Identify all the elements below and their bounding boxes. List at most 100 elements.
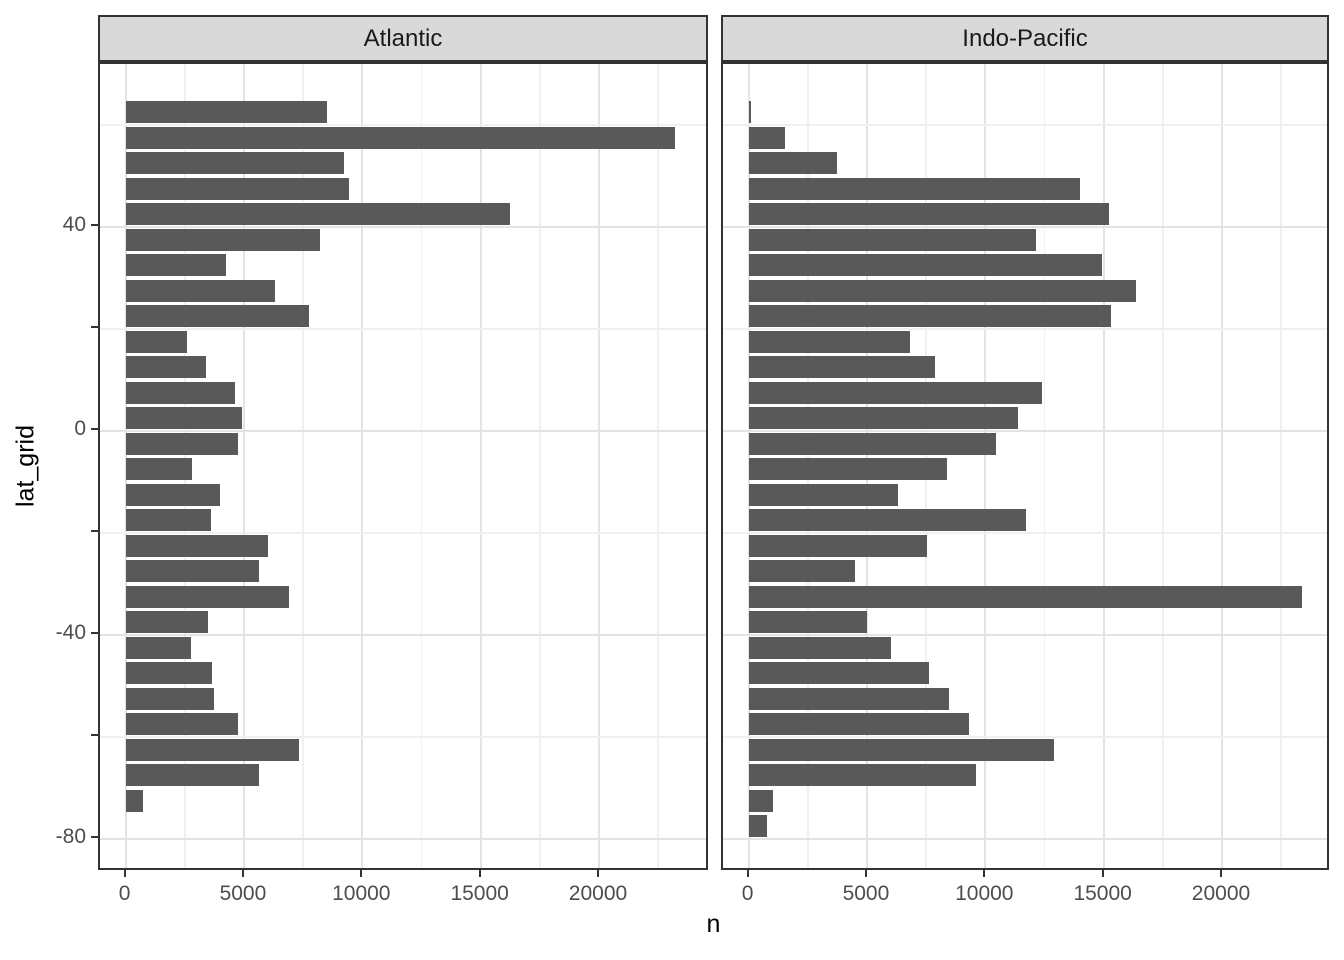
gridline-y-minor [100, 124, 706, 126]
bar-lat--7p5 [748, 458, 947, 481]
bar-lat--17p5 [125, 509, 211, 532]
x-tick [597, 870, 599, 877]
gridline-x-minor [302, 64, 304, 868]
gridline-x-minor [539, 64, 541, 868]
bar-lat--12p5 [125, 483, 221, 506]
bar-lat-17p5 [748, 330, 910, 353]
bar-lat-27p5 [748, 279, 1136, 302]
facet-strip-label: Atlantic [363, 24, 443, 52]
plot-panel-atlantic [98, 62, 708, 870]
y-tick-label: -80 [55, 825, 86, 848]
gridline-x-major [984, 64, 987, 868]
facet-strip-atlantic: Atlantic [98, 15, 708, 62]
bar-lat-47p5 [748, 177, 1080, 200]
gridline-y-minor [100, 532, 706, 534]
x-tick [1101, 870, 1104, 877]
bar-lat--62p5 [748, 738, 1054, 761]
bar-lat-52p5 [125, 152, 345, 175]
bar-lat-27p5 [125, 279, 275, 302]
bar-lat-12p5 [125, 356, 206, 379]
y-tick-label: 40 [62, 213, 86, 236]
bar-lat--52p5 [125, 687, 215, 710]
x-tick [746, 870, 749, 877]
bar-lat-47p5 [125, 177, 350, 200]
plot-panel-indo-pacific [721, 62, 1329, 870]
bar-lat--2p5 [748, 432, 996, 455]
x-tick-label: 5000 [842, 882, 890, 905]
bar-lat--2p5 [125, 432, 238, 455]
gridline-y-minor [100, 736, 706, 738]
y-tick [91, 428, 98, 430]
bar-lat--72p5 [748, 789, 774, 812]
facet-strip-indo-pacific: Indo-Pacific [721, 15, 1329, 62]
bar-lat-7p5 [748, 381, 1042, 404]
bar-lat-57p5 [125, 126, 675, 149]
bar-lat-22p5 [748, 305, 1112, 328]
bar-lat--27p5 [125, 560, 260, 583]
bar-lat--67p5 [748, 764, 977, 787]
bar-lat--42p5 [125, 636, 192, 659]
gridline-y-major [723, 226, 1327, 228]
bar-lat--22p5 [748, 534, 928, 557]
y-tick-label: -40 [55, 621, 86, 644]
bar-lat--12p5 [748, 483, 899, 506]
x-axis-title: n [706, 910, 721, 938]
bar-lat-2p5 [748, 407, 1018, 430]
x-tick-label: 20000 [1191, 882, 1251, 905]
bar-lat-52p5 [748, 152, 837, 175]
gridline-x-minor [657, 64, 659, 868]
gridline-x-minor [420, 64, 423, 868]
x-tick [241, 870, 244, 877]
x-tick [983, 870, 986, 877]
gridline-y-major [100, 634, 706, 636]
bar-lat-32p5 [125, 254, 226, 277]
bar-lat--37p5 [125, 611, 209, 634]
bar-lat-12p5 [748, 356, 935, 379]
gridline-x-minor [1043, 64, 1046, 868]
y-axis-title: lat_grid [11, 425, 40, 507]
bar-lat--7p5 [125, 458, 192, 481]
bar-lat--37p5 [748, 611, 867, 634]
x-tick-label: 0 [741, 882, 754, 905]
y-tick [91, 632, 98, 634]
y-tick-label: 0 [74, 417, 86, 440]
bar-lat--72p5 [125, 789, 143, 812]
x-tick-label: 15000 [1073, 882, 1132, 905]
gridline-y-major [100, 838, 706, 840]
x-tick-label: 10000 [332, 882, 391, 905]
bar-lat--77p5 [748, 815, 767, 838]
y-tick [91, 530, 98, 532]
gridline-y-minor [723, 328, 1327, 330]
gridline-x-major [1221, 64, 1223, 868]
gridline-y-major [723, 634, 1327, 636]
gridline-y-minor [723, 124, 1327, 126]
gridline-x-major [598, 64, 600, 868]
bar-lat-22p5 [125, 305, 309, 328]
x-tick-label: 15000 [450, 882, 509, 905]
gridline-y-major [723, 430, 1327, 432]
bar-lat--42p5 [748, 636, 892, 659]
gridline-y-minor [723, 532, 1327, 534]
gridline-y-minor [100, 328, 706, 330]
bar-lat-57p5 [748, 126, 785, 149]
x-tick-label: 20000 [568, 882, 628, 905]
gridline-x-major [1102, 64, 1105, 868]
bar-lat--32p5 [125, 585, 290, 608]
bar-lat-2p5 [125, 407, 243, 430]
bar-lat--27p5 [748, 560, 855, 583]
x-tick [864, 870, 867, 877]
bar-lat-17p5 [125, 330, 187, 353]
y-tick [91, 326, 98, 328]
gridline-x-minor [1162, 64, 1164, 868]
bar-lat-37p5 [748, 228, 1036, 251]
bar-lat--32p5 [748, 585, 1303, 608]
bar-lat--47p5 [748, 662, 929, 685]
bar-lat--62p5 [125, 738, 300, 761]
bar-lat--67p5 [125, 764, 260, 787]
gridline-x-major [242, 64, 245, 868]
gridline-y-major [100, 430, 706, 432]
y-tick [91, 836, 98, 838]
bar-lat-42p5 [748, 203, 1110, 226]
x-tick-label: 10000 [955, 882, 1014, 905]
